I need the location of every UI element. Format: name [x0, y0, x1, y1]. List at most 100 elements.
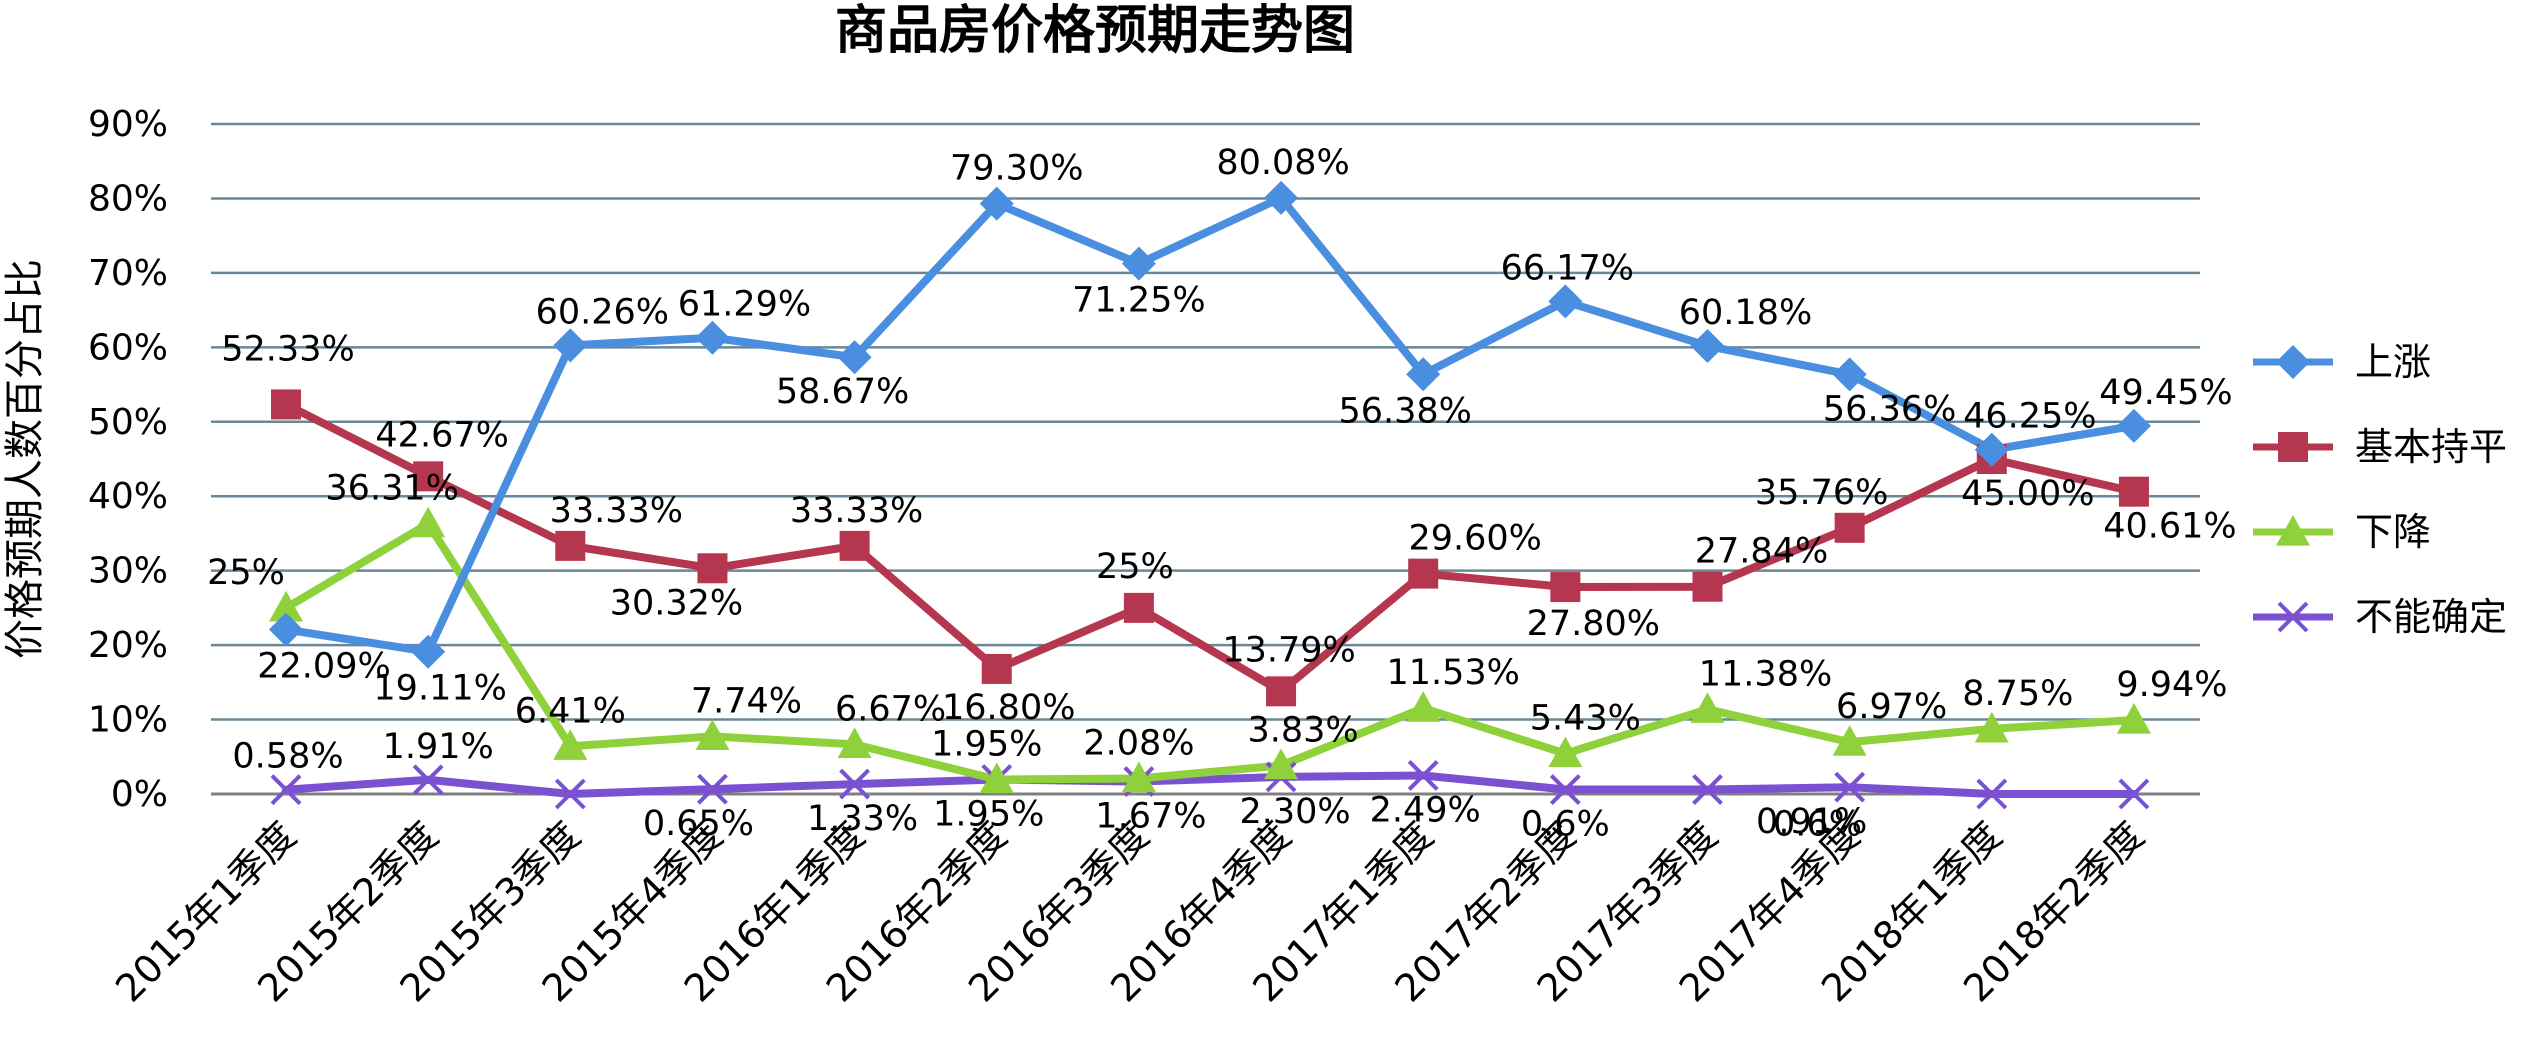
data-point-marker [1550, 572, 1581, 603]
data-label: 0.6% [1773, 805, 1862, 845]
data-label: 1.91% [383, 727, 494, 767]
data-label: 8.75% [1962, 674, 2073, 714]
data-point-marker [1121, 761, 1156, 793]
data-label: 46.25% [1963, 397, 2096, 437]
series-line-4 [282, 771, 2138, 798]
data-point-marker [1832, 357, 1867, 392]
data-label: 27.84% [1695, 532, 1828, 572]
y-tick-label: 70% [88, 253, 168, 294]
legend-marker [2278, 432, 2308, 462]
data-point-marker [553, 328, 588, 363]
data-point-marker [837, 340, 872, 375]
y-tick-label: 60% [88, 327, 168, 368]
data-label: 0.58% [232, 737, 343, 777]
data-label: 1.95% [933, 794, 1044, 834]
data-label: 0.65% [643, 804, 754, 844]
data-label: 52.33% [221, 329, 354, 369]
data-point-marker [1834, 512, 1865, 543]
data-label: 11.53% [1386, 653, 1519, 693]
data-label: 33.33% [790, 491, 923, 531]
data-point-marker [411, 506, 446, 538]
data-labels: 22.09%19.11% 60.26% 61.29% 58.67% 79.30% 71.2… [207, 143, 2237, 845]
grid-lines [211, 122, 2200, 796]
series-line-1 [282, 193, 2138, 656]
data-label: 71.25% [1072, 281, 1205, 321]
series-lines [282, 193, 2138, 798]
data-label: 6.41% [515, 691, 626, 731]
y-tick-label: 20% [88, 625, 168, 666]
data-point-marker [1548, 736, 1583, 768]
data-label: 6.97% [1836, 687, 1947, 727]
data-point-marker [1121, 246, 1156, 281]
data-label: 2.30% [1239, 792, 1350, 832]
y-tick-label: 0% [111, 774, 168, 815]
data-point-marker [697, 773, 728, 805]
data-point-marker [269, 590, 303, 622]
y-tick-label: 50% [88, 402, 168, 443]
y-tick-label: 80% [88, 178, 168, 219]
data-point-marker [981, 653, 1012, 684]
data-label: 19.11% [373, 669, 506, 709]
data-label: 16.80% [942, 688, 1075, 728]
data-point-marker [1406, 357, 1441, 392]
data-point-marker [2118, 476, 2149, 507]
y-tick-label: 10% [88, 700, 168, 741]
legend-entry: 下降 [2355, 510, 2431, 554]
data-label: 5.43% [1530, 699, 1641, 739]
data-point-marker [1690, 328, 1725, 363]
data-point-marker [839, 768, 871, 800]
data-point-marker [2118, 778, 2150, 810]
data-label: 30.32% [610, 583, 743, 623]
data-label: 60.26% [536, 292, 669, 332]
data-point-marker [1548, 284, 1583, 319]
legend-marker [2277, 601, 2309, 633]
chart-title: 商品房价格预期走势图 [835, 1, 1355, 61]
data-point-marker [1407, 760, 1439, 791]
data-label: 7.74% [691, 681, 802, 721]
data-label: 61.29% [678, 285, 811, 325]
data-point-marker [2116, 408, 2151, 443]
data-label: 56.38% [1338, 391, 1471, 431]
series-line-2 [282, 400, 2138, 696]
data-label: 66.17% [1501, 248, 1634, 288]
data-label: 2.49% [1370, 790, 1481, 830]
data-point-marker [411, 634, 446, 669]
data-point-marker [270, 774, 302, 806]
series-line-3 [282, 519, 2138, 784]
data-label: 22.09% [257, 647, 390, 687]
legend-entry: 上涨 [2355, 340, 2431, 384]
data-label: 56.36% [1823, 389, 1956, 429]
data-point-marker [1976, 778, 2008, 810]
data-label: 1.33% [807, 799, 918, 839]
data-label: 6.67% [835, 689, 946, 729]
data-label: 0.91% [1756, 802, 1867, 842]
data-label: 49.45% [2099, 373, 2232, 413]
data-label: 25% [207, 553, 285, 593]
data-point-marker [695, 320, 730, 355]
data-label: 3.83% [1247, 710, 1358, 750]
data-point-marker [1974, 711, 2009, 743]
data-label: 60.18% [1679, 293, 1812, 333]
data-point-marker [2116, 703, 2151, 734]
data-label: 9.94% [2116, 665, 2227, 705]
legend-marker [2276, 345, 2310, 379]
data-label: 1.67% [1095, 797, 1206, 837]
data-label: 79.30% [950, 149, 1083, 189]
data-point-marker [1406, 691, 1441, 722]
data-point-marker [1692, 774, 1723, 805]
y-tick-label: 90% [88, 104, 168, 145]
data-point-marker [271, 389, 301, 420]
data-label: 80.08% [1216, 143, 1349, 183]
data-label: 35.76% [1755, 473, 1888, 513]
data-label: 33.33% [550, 491, 683, 531]
data-label: 42.67% [375, 415, 508, 455]
data-point-marker [269, 612, 303, 647]
data-point-marker [1123, 592, 1154, 623]
data-label: 2.08% [1083, 724, 1194, 764]
data-label: 1.95% [931, 724, 1042, 764]
data-point-marker [695, 719, 730, 750]
data-point-marker [1549, 774, 1581, 805]
data-label: 0.6% [1521, 805, 1610, 845]
